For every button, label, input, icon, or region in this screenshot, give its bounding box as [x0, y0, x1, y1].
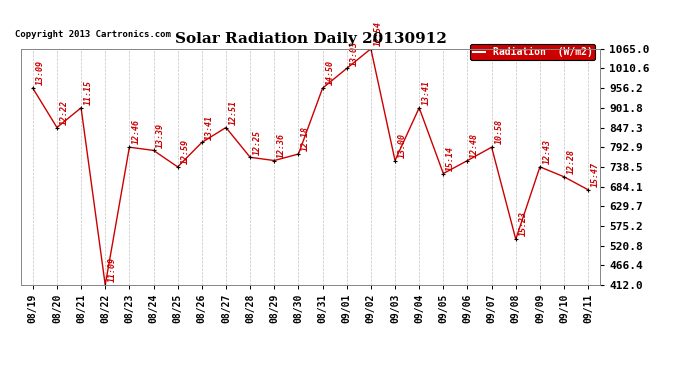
Text: 13:41: 13:41 — [205, 115, 214, 140]
Point — [486, 144, 497, 150]
Point — [28, 85, 39, 91]
Text: 11:15: 11:15 — [84, 80, 93, 105]
Text: 13:03: 13:03 — [350, 40, 359, 66]
Point — [365, 46, 376, 52]
Text: 13:41: 13:41 — [422, 80, 431, 105]
Point — [462, 158, 473, 164]
Point — [220, 124, 231, 130]
Point — [582, 187, 593, 193]
Text: 13:39: 13:39 — [157, 123, 166, 148]
Text: 15:14: 15:14 — [446, 146, 455, 171]
Point — [413, 105, 424, 111]
Text: 14:50: 14:50 — [326, 60, 335, 86]
Text: 13:00: 13:00 — [398, 133, 407, 158]
Text: 12:46: 12:46 — [132, 119, 141, 144]
Point — [99, 282, 110, 288]
Point — [437, 171, 448, 177]
Text: 12:22: 12:22 — [60, 100, 69, 125]
Text: 12:48: 12:48 — [471, 133, 480, 158]
Text: 12:28: 12:28 — [567, 149, 576, 174]
Point — [75, 105, 86, 111]
Text: Copyright 2013 Cartronics.com: Copyright 2013 Cartronics.com — [15, 30, 171, 39]
Point — [293, 151, 304, 157]
Text: 12:54: 12:54 — [374, 21, 383, 46]
Text: 15:23: 15:23 — [519, 211, 528, 237]
Point — [124, 144, 135, 150]
Text: 13:09: 13:09 — [36, 60, 45, 86]
Text: 12:36: 12:36 — [277, 133, 286, 158]
Point — [51, 124, 62, 130]
Point — [389, 158, 400, 164]
Point — [196, 140, 207, 146]
Point — [268, 158, 279, 164]
Point — [317, 85, 328, 91]
Title: Solar Radiation Daily 20130912: Solar Radiation Daily 20130912 — [175, 32, 446, 46]
Point — [558, 174, 569, 180]
Text: 12:51: 12:51 — [229, 100, 238, 125]
Point — [244, 154, 255, 160]
Legend: Radiation  (W/m2): Radiation (W/m2) — [471, 44, 595, 60]
Text: 12:18: 12:18 — [302, 126, 310, 151]
Text: 10:58: 10:58 — [495, 119, 504, 144]
Point — [534, 164, 545, 170]
Point — [172, 164, 183, 170]
Point — [510, 236, 521, 242]
Point — [341, 65, 352, 71]
Text: 12:59: 12:59 — [181, 139, 190, 164]
Text: 12:25: 12:25 — [253, 129, 262, 154]
Text: 15:47: 15:47 — [591, 162, 600, 187]
Text: 12:43: 12:43 — [543, 139, 552, 164]
Text: 11:09: 11:09 — [108, 257, 117, 282]
Point — [148, 147, 159, 153]
